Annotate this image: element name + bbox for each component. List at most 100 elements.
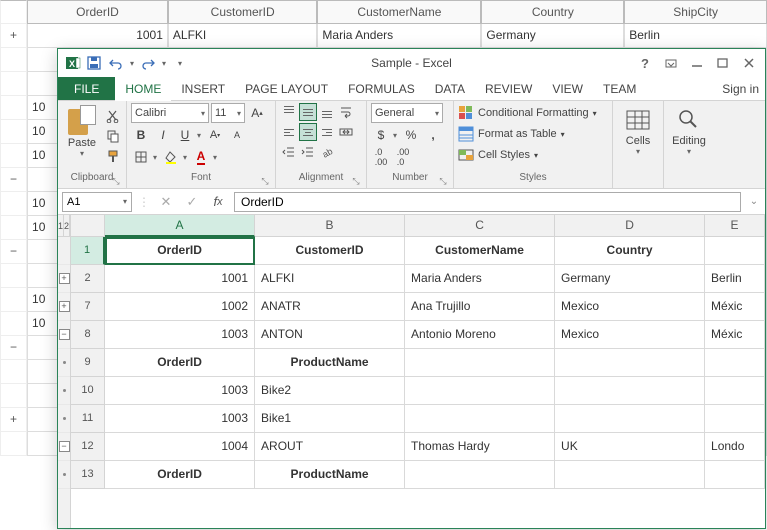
cell[interactable]	[405, 349, 555, 377]
close-icon[interactable]	[741, 55, 757, 71]
cell[interactable]: OrderID	[105, 461, 255, 489]
cell[interactable]: UK	[555, 433, 705, 461]
align-middle-icon[interactable]	[299, 103, 317, 121]
cell[interactable]: 1003	[105, 321, 255, 349]
fill-color-icon[interactable]	[161, 147, 181, 167]
cell[interactable]: Bike2	[255, 377, 405, 405]
font-size-combo[interactable]: 11▾	[211, 103, 245, 123]
number-format-combo[interactable]: General▾	[371, 103, 443, 123]
tab-formulas[interactable]: FORMULAS	[338, 77, 425, 100]
cell[interactable]: Mexico	[555, 293, 705, 321]
cell[interactable]	[405, 377, 555, 405]
formula-input[interactable]: OrderID	[234, 192, 741, 212]
cut-icon[interactable]	[104, 107, 122, 125]
font-name-combo[interactable]: Calibri▾	[131, 103, 209, 123]
format-as-table-button[interactable]: Format as Table▾	[458, 124, 608, 144]
comma-icon[interactable]: ,	[423, 125, 443, 145]
row-header[interactable]: 8	[71, 321, 105, 349]
outline-toggle[interactable]: +	[59, 273, 70, 284]
cell[interactable]: Mexico	[555, 321, 705, 349]
cell[interactable]: CustomerName	[405, 237, 555, 265]
bg-expand-toggle[interactable]: −	[0, 168, 27, 192]
tab-home[interactable]: HOME	[115, 77, 171, 100]
cell[interactable]	[555, 377, 705, 405]
column-header[interactable]: E	[705, 215, 765, 236]
name-box[interactable]: A1▾	[62, 192, 132, 212]
redo-dropdown-icon[interactable]: ▾	[160, 53, 168, 73]
cell[interactable]: 1003	[105, 405, 255, 433]
cell[interactable]: Country	[555, 237, 705, 265]
indent-dec-icon[interactable]	[280, 143, 298, 161]
cell[interactable]: ALFKI	[255, 265, 405, 293]
row-header[interactable]: 11	[71, 405, 105, 433]
align-center-icon[interactable]	[299, 123, 317, 141]
row-header[interactable]: 10	[71, 377, 105, 405]
column-header[interactable]: B	[255, 215, 405, 236]
row-header[interactable]: 9	[71, 349, 105, 377]
alignment-launcher-icon[interactable]: ⤡	[350, 176, 362, 188]
cell[interactable]	[705, 349, 765, 377]
clipboard-launcher-icon[interactable]: ⤡	[110, 176, 122, 188]
cell[interactable]: Berlin	[705, 265, 765, 293]
grow-font-icon[interactable]: A▴	[247, 103, 267, 123]
align-left-icon[interactable]	[280, 123, 298, 141]
tab-review[interactable]: REVIEW	[475, 77, 542, 100]
cell[interactable]: ProductName	[255, 349, 405, 377]
cancel-icon[interactable]: ✕	[156, 192, 176, 212]
bg-column-header[interactable]: Country	[481, 0, 624, 24]
percent-icon[interactable]: %	[401, 125, 421, 145]
cell[interactable]: AROUT	[255, 433, 405, 461]
cell[interactable]: Antonio Moreno	[405, 321, 555, 349]
cell[interactable]: 1003	[105, 377, 255, 405]
font-launcher-icon[interactable]: ⤡	[259, 176, 271, 188]
cell[interactable]: OrderID	[105, 349, 255, 377]
tab-page-layout[interactable]: PAGE LAYOUT	[235, 77, 338, 100]
format-painter-icon[interactable]	[104, 147, 122, 165]
cell[interactable]	[705, 377, 765, 405]
cell[interactable]	[555, 405, 705, 433]
cell[interactable]: Thomas Hardy	[405, 433, 555, 461]
row-header[interactable]: 12	[71, 433, 105, 461]
outline-toggle[interactable]: −	[59, 441, 70, 452]
dec-decimal-icon[interactable]: .00.0	[393, 147, 413, 167]
paste-button[interactable]: Paste ▾	[62, 103, 102, 158]
currency-icon[interactable]: $	[371, 125, 391, 145]
help-icon[interactable]: ?	[637, 55, 653, 71]
cell[interactable]: ANTON	[255, 321, 405, 349]
bg-expand-toggle[interactable]: −	[0, 240, 27, 264]
cell[interactable]: OrderID	[105, 237, 255, 265]
row-header[interactable]: 2	[71, 265, 105, 293]
copy-icon[interactable]	[104, 127, 122, 145]
cell[interactable]: 1002	[105, 293, 255, 321]
undo-icon[interactable]	[106, 53, 126, 73]
bg-expand-toggle[interactable]: −	[0, 336, 27, 360]
bg-column-header[interactable]: CustomerName	[317, 0, 481, 24]
wrap-text-icon[interactable]	[337, 103, 355, 121]
column-header[interactable]: D	[555, 215, 705, 236]
cell[interactable]: ProductName	[255, 461, 405, 489]
bg-column-header[interactable]: ShipCity	[624, 0, 767, 24]
orientation-icon[interactable]: ab	[318, 143, 336, 161]
cell[interactable]	[405, 461, 555, 489]
cell[interactable]	[555, 461, 705, 489]
bg-expand-toggle[interactable]: +	[0, 408, 27, 432]
cell[interactable]: Méxic	[705, 293, 765, 321]
cell[interactable]: 1004	[105, 433, 255, 461]
tab-file[interactable]: FILE	[58, 77, 115, 100]
cell[interactable]: Ana Trujillo	[405, 293, 555, 321]
small-a-icon[interactable]: A	[227, 125, 247, 145]
row-header[interactable]: 1	[71, 237, 105, 265]
cell[interactable]: Méxic	[705, 321, 765, 349]
sign-in-link[interactable]: Sign in	[722, 82, 759, 96]
number-launcher-icon[interactable]: ⤡	[437, 176, 449, 188]
select-all-corner[interactable]	[71, 215, 105, 236]
cell[interactable]	[705, 461, 765, 489]
inc-decimal-icon[interactable]: .0.00	[371, 147, 391, 167]
column-header[interactable]: C	[405, 215, 555, 236]
row-header[interactable]: 7	[71, 293, 105, 321]
cell[interactable]: Bike1	[255, 405, 405, 433]
cell[interactable]: Londo	[705, 433, 765, 461]
align-bottom-icon[interactable]	[318, 103, 336, 121]
bg-column-header[interactable]: CustomerID	[168, 0, 318, 24]
tab-view[interactable]: VIEW	[542, 77, 593, 100]
